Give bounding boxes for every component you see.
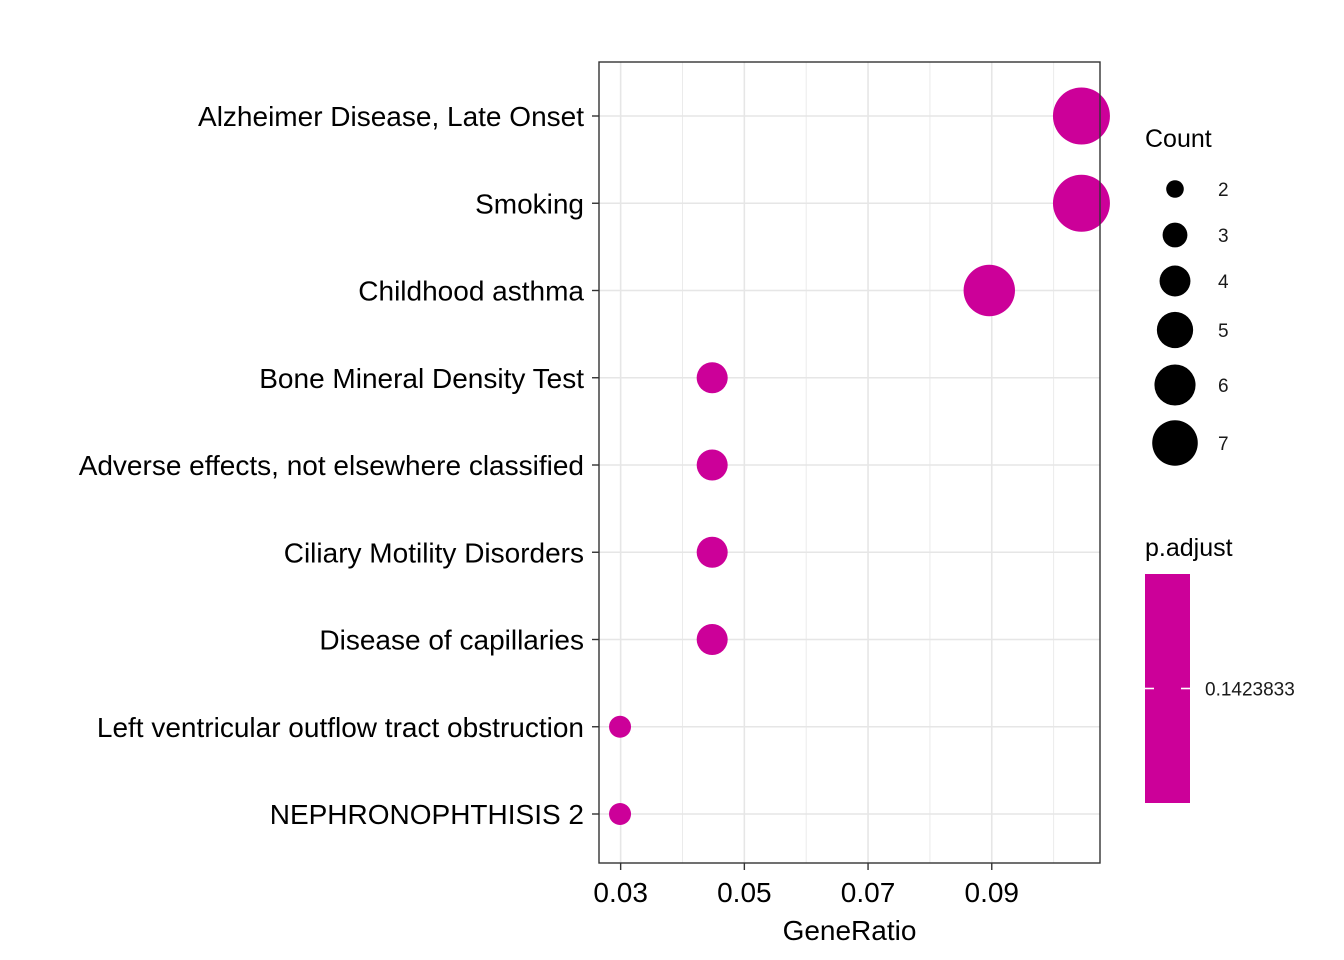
minor-gridlines <box>682 62 1055 863</box>
count-legend-key-icon <box>1162 222 1188 248</box>
count-legend-key-icon <box>1159 265 1191 297</box>
count-legend-key-label: 6 <box>1218 376 1229 397</box>
data-points <box>609 87 1110 825</box>
count-legend-key-label: 4 <box>1218 272 1229 293</box>
data-point <box>1052 174 1110 232</box>
count-legend-key-label: 5 <box>1218 321 1229 342</box>
data-point <box>696 449 728 481</box>
y-tick-label: Childhood asthma <box>358 276 584 307</box>
data-point <box>963 264 1015 317</box>
data-point <box>609 715 632 738</box>
x-axis: 0.03 0.05 0.07 0.09 <box>593 863 1019 908</box>
y-tick-label: Adverse effects, not elsewhere classifie… <box>79 450 584 481</box>
y-tick-label: Ciliary Motility Disorders <box>284 537 584 568</box>
count-legend-key-icon <box>1154 364 1196 406</box>
data-point <box>1052 87 1110 145</box>
p-adjust-legend-title: p.adjust <box>1145 534 1233 562</box>
count-legend-key-icon <box>1166 180 1184 198</box>
x-tick-label: 0.05 <box>717 877 772 908</box>
y-tick-label: NEPHRONOPHTHISIS 2 <box>270 799 584 830</box>
y-tick-label: Smoking <box>475 188 584 219</box>
y-tick-label: Bone Mineral Density Test <box>259 363 584 394</box>
plot-panel-border <box>598 61 1101 864</box>
y-tick-label: Alzheimer Disease, Late Onset <box>198 101 584 132</box>
major-gridlines <box>599 62 1100 863</box>
count-legend-key-label: 7 <box>1218 434 1229 455</box>
count-legend-key-label: 3 <box>1218 226 1229 247</box>
count-legend-key-icon <box>1152 420 1198 466</box>
p-adjust-legend-label: 0.1423833 <box>1205 680 1295 701</box>
y-tick-label: Disease of capillaries <box>319 625 584 656</box>
x-tick-label: 0.03 <box>593 877 648 908</box>
count-legend-keys: 2 3 4 5 6 7 <box>1152 180 1229 466</box>
y-tick-label: Left ventricular outflow tract obstructi… <box>97 712 584 743</box>
y-axis: Alzheimer Disease, Late Onset Smoking Chil… <box>79 101 599 830</box>
data-point <box>696 362 728 394</box>
count-legend-key-label: 2 <box>1218 180 1229 201</box>
count-legend-key-icon <box>1156 311 1194 349</box>
x-axis-title: GeneRatio <box>783 915 917 946</box>
data-point <box>696 536 728 568</box>
x-tick-label: 0.07 <box>841 877 896 908</box>
data-point <box>696 623 728 656</box>
legend: Count 2 3 4 5 6 7 p.adjust 0.1423833 <box>1145 125 1295 803</box>
x-tick-label: 0.09 <box>965 877 1020 908</box>
data-point <box>609 803 632 825</box>
count-legend-title: Count <box>1145 125 1212 153</box>
